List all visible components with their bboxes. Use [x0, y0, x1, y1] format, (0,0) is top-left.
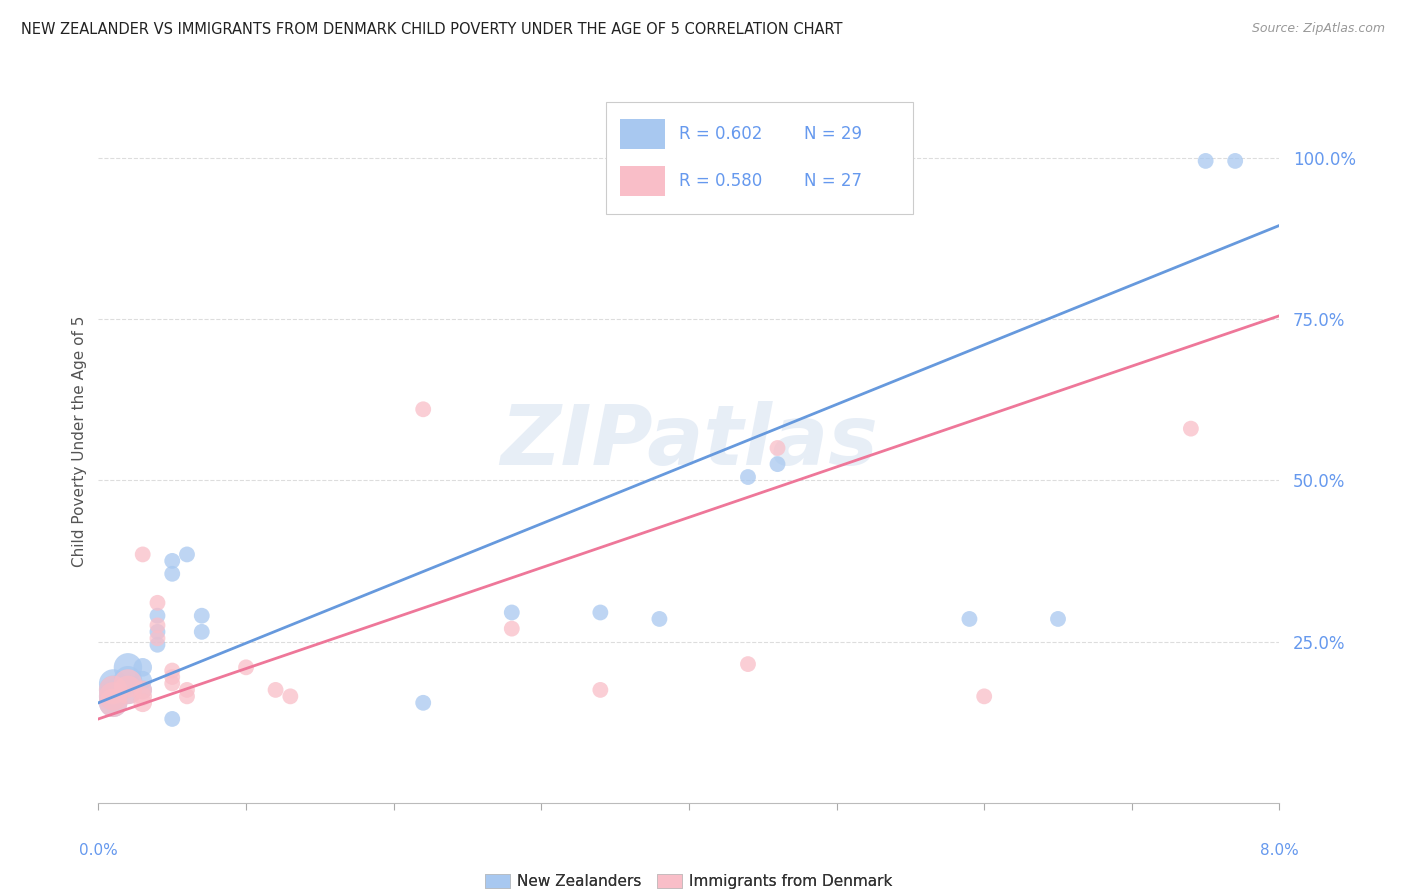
- Point: [132, 673, 155, 688]
- Point: [162, 676, 183, 690]
- FancyBboxPatch shape: [620, 119, 665, 149]
- Point: [132, 660, 155, 674]
- Point: [191, 608, 214, 623]
- Point: [648, 612, 671, 626]
- Point: [1180, 422, 1202, 436]
- FancyBboxPatch shape: [620, 166, 665, 196]
- Point: [103, 682, 125, 697]
- Point: [412, 402, 434, 417]
- Point: [1195, 153, 1218, 168]
- Point: [146, 638, 169, 652]
- Point: [162, 664, 183, 678]
- Point: [1225, 153, 1247, 168]
- Point: [146, 596, 169, 610]
- Point: [103, 696, 125, 710]
- Y-axis label: Child Poverty Under the Age of 5: Child Poverty Under the Age of 5: [72, 316, 87, 567]
- Point: [162, 566, 183, 581]
- Point: [103, 682, 125, 697]
- Point: [117, 673, 139, 688]
- Text: N = 27: N = 27: [803, 172, 862, 190]
- Point: [737, 657, 759, 672]
- Text: N = 29: N = 29: [803, 125, 862, 143]
- Point: [176, 682, 198, 697]
- Point: [412, 696, 434, 710]
- Legend: New Zealanders, Immigrants from Denmark: New Zealanders, Immigrants from Denmark: [485, 874, 893, 889]
- Point: [766, 457, 789, 471]
- Point: [235, 660, 257, 674]
- Point: [176, 548, 198, 562]
- Point: [1046, 612, 1070, 626]
- Point: [117, 660, 139, 674]
- Point: [117, 676, 139, 690]
- Point: [589, 682, 612, 697]
- Point: [132, 682, 155, 697]
- FancyBboxPatch shape: [606, 102, 914, 214]
- Point: [737, 470, 759, 484]
- Text: 0.0%: 0.0%: [79, 843, 118, 858]
- Point: [162, 670, 183, 684]
- Point: [589, 606, 612, 620]
- Point: [162, 554, 183, 568]
- Point: [146, 632, 169, 646]
- Point: [132, 690, 155, 704]
- Text: Source: ZipAtlas.com: Source: ZipAtlas.com: [1251, 22, 1385, 36]
- Text: R = 0.602: R = 0.602: [679, 125, 763, 143]
- Point: [501, 606, 523, 620]
- Point: [103, 690, 125, 704]
- Point: [176, 690, 198, 704]
- Point: [162, 712, 183, 726]
- Point: [132, 548, 155, 562]
- Point: [146, 624, 169, 639]
- Point: [146, 618, 169, 632]
- Point: [146, 608, 169, 623]
- Text: NEW ZEALANDER VS IMMIGRANTS FROM DENMARK CHILD POVERTY UNDER THE AGE OF 5 CORREL: NEW ZEALANDER VS IMMIGRANTS FROM DENMARK…: [21, 22, 842, 37]
- Point: [132, 682, 155, 697]
- Point: [117, 682, 139, 697]
- Text: R = 0.580: R = 0.580: [679, 172, 762, 190]
- Point: [280, 690, 302, 704]
- Point: [117, 682, 139, 697]
- Point: [191, 624, 214, 639]
- Point: [959, 612, 981, 626]
- Point: [264, 682, 287, 697]
- Text: 8.0%: 8.0%: [1260, 843, 1299, 858]
- Point: [766, 441, 789, 455]
- Point: [103, 696, 125, 710]
- Text: ZIPatlas: ZIPatlas: [501, 401, 877, 482]
- Point: [132, 696, 155, 710]
- Point: [103, 676, 125, 690]
- Point: [501, 622, 523, 636]
- Point: [973, 690, 995, 704]
- Point: [103, 690, 125, 704]
